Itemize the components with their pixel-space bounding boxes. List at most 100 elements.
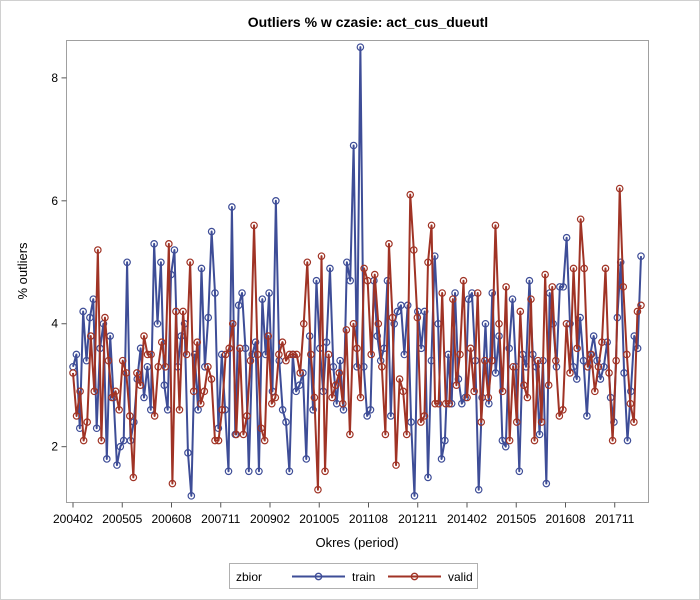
point-train	[336, 356, 344, 365]
point-valid	[285, 350, 294, 359]
point-valid	[573, 344, 581, 353]
point-train	[184, 449, 192, 457]
point-valid	[399, 387, 407, 396]
point-train	[302, 455, 311, 463]
point-train	[474, 485, 483, 494]
point-valid	[69, 369, 77, 377]
point-valid	[335, 369, 344, 377]
point-train	[515, 467, 524, 476]
point-train	[346, 276, 355, 285]
point-valid	[431, 399, 439, 408]
point-valid	[537, 418, 546, 426]
point-valid	[480, 356, 489, 365]
point-valid	[409, 246, 418, 254]
point-valid	[353, 344, 361, 353]
point-valid	[587, 350, 596, 359]
point-valid	[473, 289, 482, 297]
point-valid	[211, 436, 219, 445]
point-valid	[296, 369, 305, 377]
x-tick-label: 201108	[349, 512, 388, 526]
point-train	[157, 258, 165, 267]
point-valid	[498, 387, 507, 396]
y-tick-label: 2	[51, 440, 58, 454]
point-valid	[551, 356, 560, 365]
point-valid	[598, 338, 606, 346]
y-tick-label: 6	[51, 194, 58, 208]
point-train	[194, 405, 202, 414]
point-valid	[76, 387, 84, 396]
point-valid	[143, 350, 152, 359]
point-valid	[363, 276, 372, 285]
point-valid	[452, 381, 461, 390]
point-valid	[108, 393, 116, 402]
point-train	[86, 313, 94, 322]
point-valid	[189, 387, 198, 396]
point-valid	[370, 270, 379, 279]
point-valid	[466, 344, 475, 353]
point-valid	[197, 399, 205, 408]
point-valid	[534, 356, 542, 365]
point-train	[238, 289, 246, 297]
y-axis-label: % outliers	[15, 242, 30, 300]
point-valid	[402, 430, 411, 439]
point-valid	[459, 276, 468, 285]
point-valid	[509, 362, 518, 371]
point-valid	[346, 430, 354, 439]
point-train	[366, 405, 375, 414]
legend-title: zbior	[236, 570, 262, 584]
y-axis: 2 4 6 8	[51, 71, 67, 454]
point-valid	[456, 350, 464, 359]
point-valid	[236, 344, 244, 353]
point-train	[251, 338, 260, 346]
point-valid	[193, 338, 202, 346]
x-tick-label: 200402	[53, 512, 93, 526]
point-valid	[317, 252, 326, 260]
point-train	[265, 289, 273, 297]
point-valid	[594, 362, 603, 371]
point-valid	[484, 393, 493, 402]
point-valid	[250, 221, 258, 230]
point-valid	[182, 350, 191, 359]
point-valid	[299, 319, 308, 328]
point-valid	[324, 350, 333, 359]
point-train	[491, 369, 500, 377]
point-valid	[232, 430, 241, 439]
point-valid	[122, 369, 131, 377]
point-train	[72, 350, 81, 359]
point-valid	[218, 405, 226, 414]
point-valid	[591, 387, 599, 396]
plot-area	[66, 40, 649, 503]
point-valid	[449, 295, 457, 303]
point-train	[363, 412, 371, 420]
point-train	[393, 307, 402, 316]
point-valid	[544, 381, 553, 390]
point-train	[424, 473, 432, 482]
point-valid	[505, 436, 514, 445]
point-valid	[111, 387, 120, 396]
point-train	[410, 492, 419, 500]
point-train	[92, 424, 101, 433]
point-valid	[385, 240, 393, 248]
point-valid	[555, 412, 564, 420]
point-valid	[253, 350, 262, 359]
point-valid	[438, 289, 447, 297]
point-valid	[367, 350, 376, 359]
point-train	[207, 227, 216, 236]
point-valid	[140, 332, 148, 340]
point-train	[234, 301, 243, 310]
point-valid	[331, 381, 340, 390]
point-train	[576, 313, 584, 322]
x-tick-label: 200505	[102, 512, 142, 526]
point-valid	[321, 467, 329, 476]
point-train	[637, 252, 645, 260]
point-valid	[246, 356, 255, 365]
point-valid	[204, 362, 212, 371]
point-valid	[94, 246, 102, 254]
point-valid	[104, 356, 113, 365]
point-valid	[101, 313, 109, 322]
point-train	[437, 455, 446, 463]
point-valid	[282, 356, 290, 365]
point-train	[143, 362, 152, 371]
point-valid	[150, 412, 159, 420]
